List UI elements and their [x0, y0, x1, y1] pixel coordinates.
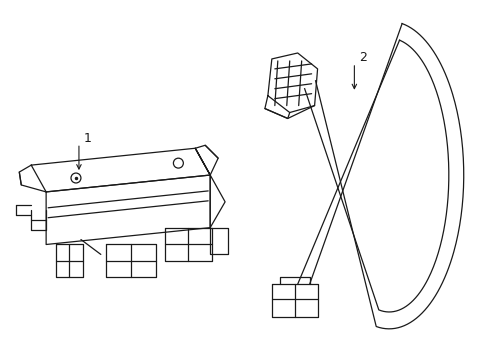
Text: 1: 1: [84, 132, 92, 145]
Text: 2: 2: [359, 51, 366, 64]
